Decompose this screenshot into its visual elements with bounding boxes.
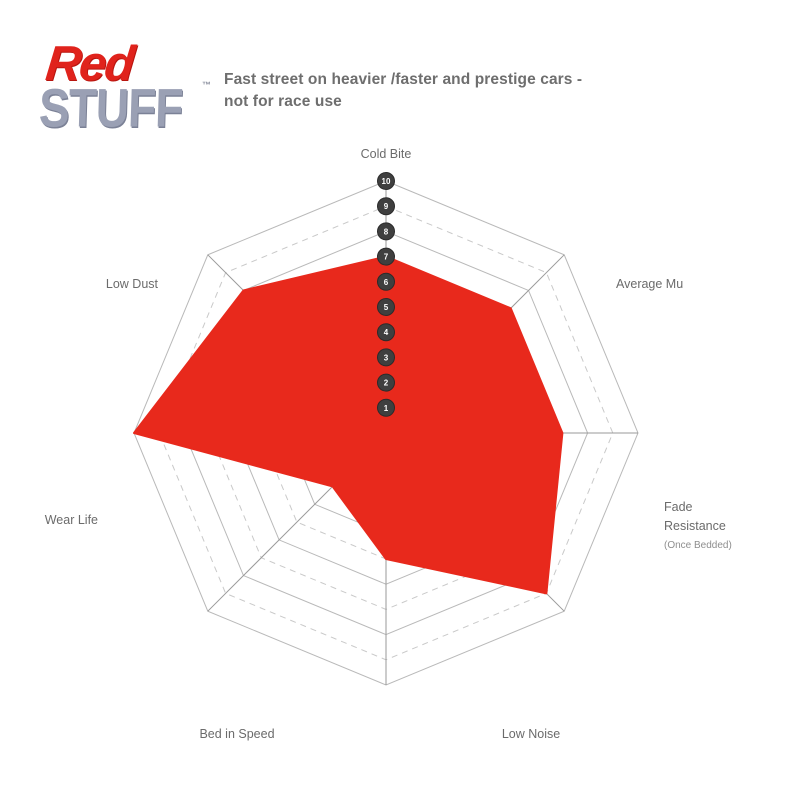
tick-badge-4 xyxy=(377,323,395,342)
series-polygon-group xyxy=(133,255,564,595)
tick-badge-6 xyxy=(377,272,395,291)
title-line-2: not for race use xyxy=(224,93,342,111)
tick-badges: 1 2 3 4 5 6 7 8 9 10 xyxy=(377,172,395,417)
trademark-symbol: ™ xyxy=(202,80,211,90)
axis-label-bed-in-speed: Bed in Speed xyxy=(199,727,274,741)
axis-label-low-dust: Low Dust xyxy=(106,277,159,291)
tick-label-7: 7 xyxy=(384,253,389,262)
tick-label-6: 6 xyxy=(384,278,389,287)
tick-badge-7 xyxy=(377,247,395,266)
page-title: Fast street on heavier /faster and prest… xyxy=(224,69,674,114)
axis-label-average-mu: Average Mu xyxy=(616,277,683,291)
series-polygon xyxy=(133,255,564,595)
axis-label-cold-bite: Cold Bite xyxy=(361,147,412,161)
title-line-1: Fast street on heavier /faster and prest… xyxy=(224,71,583,88)
axis-label-low-noise: Low Noise xyxy=(502,727,560,741)
redstuff-logo: Red STUFF ™ xyxy=(38,36,228,139)
tick-badge-3 xyxy=(377,348,395,367)
tick-label-4: 4 xyxy=(384,328,389,337)
tick-label-5: 5 xyxy=(384,303,389,312)
tick-label-2: 2 xyxy=(384,379,389,388)
tick-badge-10 xyxy=(377,172,395,190)
tick-label-1: 1 xyxy=(384,404,389,413)
tick-label-10: 10 xyxy=(382,177,391,186)
axis-label-fade-resistance-sub: (Once Bedded) xyxy=(664,540,732,551)
tick-badge-2 xyxy=(377,373,395,392)
tick-badge-1 xyxy=(377,398,395,417)
axis-label-fade-resistance: Fade xyxy=(664,500,693,514)
tick-badge-9 xyxy=(377,197,395,216)
tick-label-9: 9 xyxy=(384,202,389,211)
axis-label-wear-life: Wear Life xyxy=(45,513,98,527)
tick-badge-8 xyxy=(377,222,395,241)
tick-badge-5 xyxy=(377,298,395,316)
tick-label-8: 8 xyxy=(384,227,389,236)
axis-label-fade-resistance-line2: Resistance xyxy=(664,519,726,533)
tick-label-3: 3 xyxy=(384,353,389,362)
